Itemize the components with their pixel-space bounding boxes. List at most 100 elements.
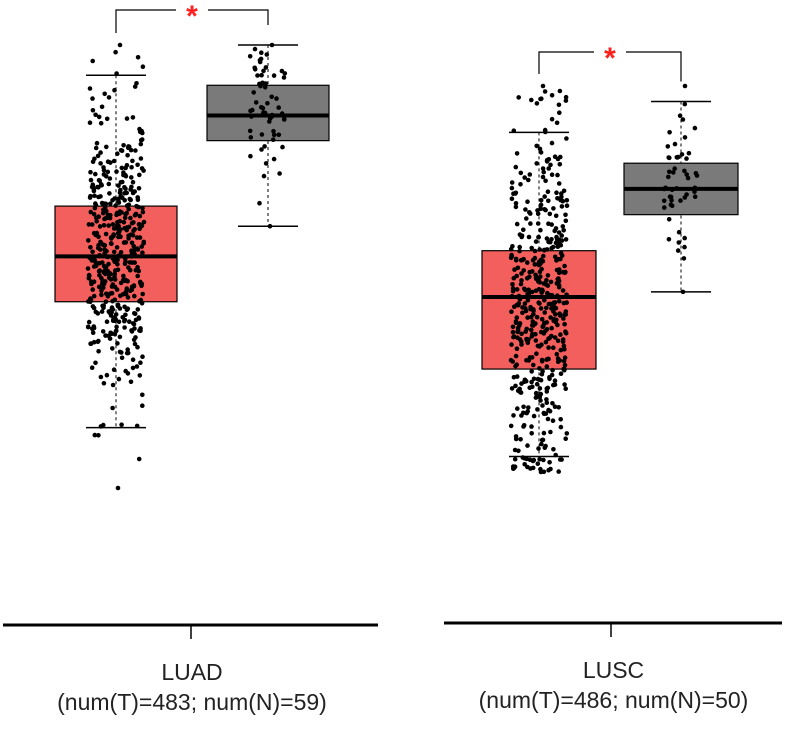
data-point [550, 418, 556, 424]
data-point [132, 311, 138, 317]
data-point [564, 198, 570, 203]
data-point [682, 235, 687, 241]
data-point [106, 275, 112, 281]
data-point [509, 180, 515, 185]
data-point [551, 345, 556, 351]
data-point [676, 229, 682, 235]
data-point [541, 253, 546, 259]
cancer-name-lusc: LUSC [582, 657, 645, 683]
data-point [543, 129, 548, 135]
data-point [90, 96, 95, 101]
data-point [564, 203, 570, 208]
data-point [128, 215, 133, 221]
data-point [527, 274, 532, 280]
data-point [542, 298, 547, 303]
data-point [123, 312, 128, 318]
data-point [104, 372, 110, 378]
data-point [135, 162, 140, 168]
data-point [91, 279, 97, 285]
data-point [111, 249, 117, 255]
data-point [271, 128, 276, 134]
data-point [111, 233, 116, 239]
data-point [523, 378, 529, 384]
data-point [552, 404, 558, 410]
data-point [130, 357, 136, 363]
data-point [510, 329, 516, 335]
data-point [103, 264, 109, 270]
data-point [519, 381, 524, 386]
data-point [101, 223, 107, 228]
data-point [111, 367, 117, 373]
data-point [115, 151, 120, 156]
data-point [545, 283, 551, 288]
data-point [543, 443, 548, 449]
data-point [527, 385, 532, 391]
data-point [99, 309, 105, 314]
data-point [260, 80, 265, 86]
data-point [548, 279, 554, 285]
data-point [526, 287, 531, 293]
data-point [140, 291, 145, 297]
data-point [535, 461, 541, 467]
data-point [545, 290, 550, 296]
data-point [539, 437, 545, 443]
data-point [111, 226, 117, 231]
data-point [559, 238, 565, 243]
data-point [526, 405, 531, 410]
data-point [563, 312, 568, 317]
sample-counts-luad: (num(T)=483; num(N)=59) [57, 689, 327, 715]
data-point [534, 143, 539, 149]
data-point [549, 245, 554, 251]
data-point [515, 335, 520, 341]
box-group-n [206, 42, 330, 229]
data-point [679, 152, 685, 157]
data-point [136, 268, 142, 274]
data-point [127, 319, 132, 325]
data-point [133, 317, 139, 323]
data-point [107, 336, 113, 341]
data-point [537, 146, 543, 152]
data-point [552, 154, 558, 159]
data-point [554, 120, 560, 126]
data-point [692, 125, 698, 131]
data-point [547, 460, 552, 465]
data-point [112, 196, 117, 201]
data-point [529, 369, 534, 374]
data-point [528, 327, 534, 333]
data-point [122, 215, 128, 221]
data-point [114, 169, 119, 174]
data-point [560, 288, 566, 293]
data-point [535, 407, 540, 412]
data-point [556, 270, 562, 276]
data-point [137, 373, 143, 378]
data-point [138, 141, 144, 147]
data-point [510, 244, 515, 249]
data-point [109, 290, 115, 296]
data-point-max [117, 42, 123, 48]
data-point [116, 223, 121, 229]
data-point [511, 191, 516, 196]
data-point [537, 261, 543, 267]
data-point [531, 376, 537, 382]
data-point [667, 155, 672, 161]
data-point [119, 210, 124, 215]
data-point [543, 178, 548, 184]
data-point [509, 252, 514, 258]
data-point [112, 277, 118, 282]
data-point [106, 95, 112, 100]
data-point [559, 233, 564, 238]
data-point [538, 377, 544, 383]
data-point [252, 67, 258, 72]
data-point [131, 321, 136, 326]
data-point [521, 404, 526, 410]
data-point [135, 197, 141, 202]
data-point [538, 274, 543, 279]
data-point [97, 268, 102, 273]
data-point [559, 191, 564, 196]
data-point [138, 360, 143, 366]
data-point [104, 319, 110, 325]
data-point [544, 327, 550, 332]
data-point [110, 222, 116, 227]
data-point [523, 207, 528, 212]
data-point [667, 194, 673, 199]
